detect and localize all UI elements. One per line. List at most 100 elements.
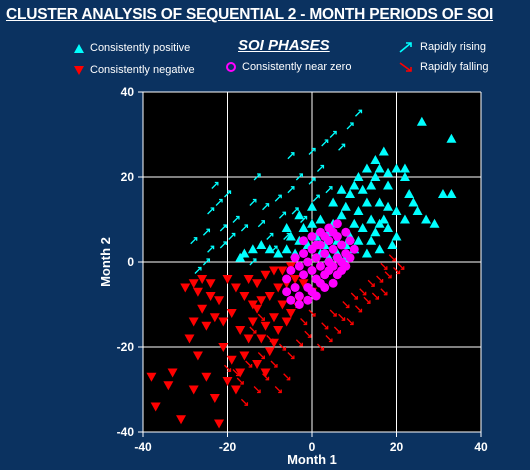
arrow-shaft: [287, 352, 295, 359]
axes: -40 -20 0 20 40 40 20 0 -20 -40: [117, 85, 488, 454]
arrow-head: [227, 190, 232, 194]
arrow-shaft: [278, 343, 286, 351]
arrow-shaft: [393, 267, 400, 274]
point-negative: [230, 283, 241, 293]
point-rising: [207, 207, 215, 215]
point-negative: [268, 338, 279, 348]
arrow-head: [350, 321, 354, 326]
point-falling: [376, 275, 384, 283]
arrow-shaft: [215, 199, 223, 206]
arrow-shaft: [240, 398, 248, 406]
point-positive: [353, 235, 364, 245]
arrow-shaft: [287, 152, 295, 160]
point-rising: [321, 139, 329, 147]
point-falling: [384, 271, 392, 279]
point-positive: [429, 218, 440, 228]
arrow-head: [324, 325, 329, 330]
legend-item-falling: Rapidly falling: [398, 61, 488, 73]
point-negative: [201, 372, 212, 382]
point-negative: [226, 309, 237, 318]
point-falling: [350, 292, 358, 300]
tick-label-x: 20: [390, 440, 404, 454]
point-positive: [437, 189, 448, 198]
point-falling: [397, 262, 405, 270]
point-positive: [349, 180, 360, 190]
arrow-head: [257, 173, 261, 177]
point-near-zero: [299, 249, 309, 258]
point-near-zero: [294, 300, 304, 309]
point-negative: [150, 402, 161, 412]
point-near-zero: [307, 232, 317, 241]
arrow-shaft: [308, 309, 316, 317]
point-near-zero: [315, 261, 325, 271]
point-rising: [274, 194, 282, 202]
point-rising: [291, 207, 299, 215]
point-near-zero: [320, 232, 330, 241]
arrow-head: [193, 237, 198, 241]
point-falling: [308, 309, 316, 317]
point-negative: [235, 326, 246, 335]
arrow-head: [252, 258, 257, 262]
point-positive: [235, 252, 246, 262]
arrow-shaft: [249, 258, 257, 266]
point-rising: [249, 198, 257, 206]
point-falling: [236, 377, 244, 385]
arrow-shaft: [397, 262, 405, 270]
arrow-shaft: [278, 211, 286, 219]
point-positive: [383, 223, 394, 232]
point-falling: [270, 360, 278, 368]
point-falling: [380, 262, 388, 270]
point-positive: [383, 201, 394, 211]
point-positive: [408, 197, 419, 207]
point-rising: [228, 232, 236, 240]
arrow-head: [240, 381, 244, 385]
point-rising: [287, 186, 295, 194]
point-positive: [416, 116, 427, 126]
point-falling: [333, 326, 342, 334]
arrow-shaft: [257, 220, 265, 228]
point-negative: [209, 394, 220, 403]
point-negative: [167, 368, 178, 378]
point-near-zero: [345, 253, 355, 263]
point-near-zero: [328, 278, 338, 288]
point-rising: [262, 203, 270, 211]
point-near-zero: [311, 253, 321, 263]
arrow-shaft: [291, 207, 299, 215]
point-near-zero: [349, 244, 359, 254]
point-falling: [316, 343, 325, 351]
arrow-head: [210, 207, 215, 211]
point-negative: [192, 287, 203, 297]
point-positive: [383, 180, 394, 190]
arrow-shaft: [304, 330, 312, 338]
arrow-head: [299, 342, 303, 347]
point-positive: [446, 189, 457, 198]
arrow-shaft: [211, 182, 219, 189]
point-near-zero: [294, 291, 304, 301]
point-negative: [252, 304, 263, 314]
point-near-zero: [282, 274, 292, 284]
arrow-head: [350, 122, 354, 126]
point-falling: [300, 318, 308, 326]
point-negative: [180, 283, 191, 293]
point-negative: [243, 275, 254, 284]
arrow-head: [375, 296, 380, 300]
arrow-head: [282, 347, 287, 351]
point-negative: [273, 283, 284, 293]
point-negative: [260, 368, 271, 378]
point-positive: [247, 244, 258, 254]
point-positive: [315, 214, 326, 224]
point-negative: [264, 292, 275, 301]
arrow-head: [366, 300, 371, 304]
point-positive: [273, 248, 284, 258]
tick-label-y: 0: [127, 255, 134, 269]
arrow-head: [265, 203, 270, 207]
arrow-shaft: [257, 313, 265, 321]
triangle-up-icon: [74, 43, 84, 53]
point-near-zero: [324, 266, 334, 275]
point-positive: [340, 201, 351, 211]
point-negative: [298, 279, 309, 289]
arrow-head: [320, 164, 325, 169]
point-positive: [374, 163, 385, 173]
arrow-shaft: [270, 360, 278, 368]
